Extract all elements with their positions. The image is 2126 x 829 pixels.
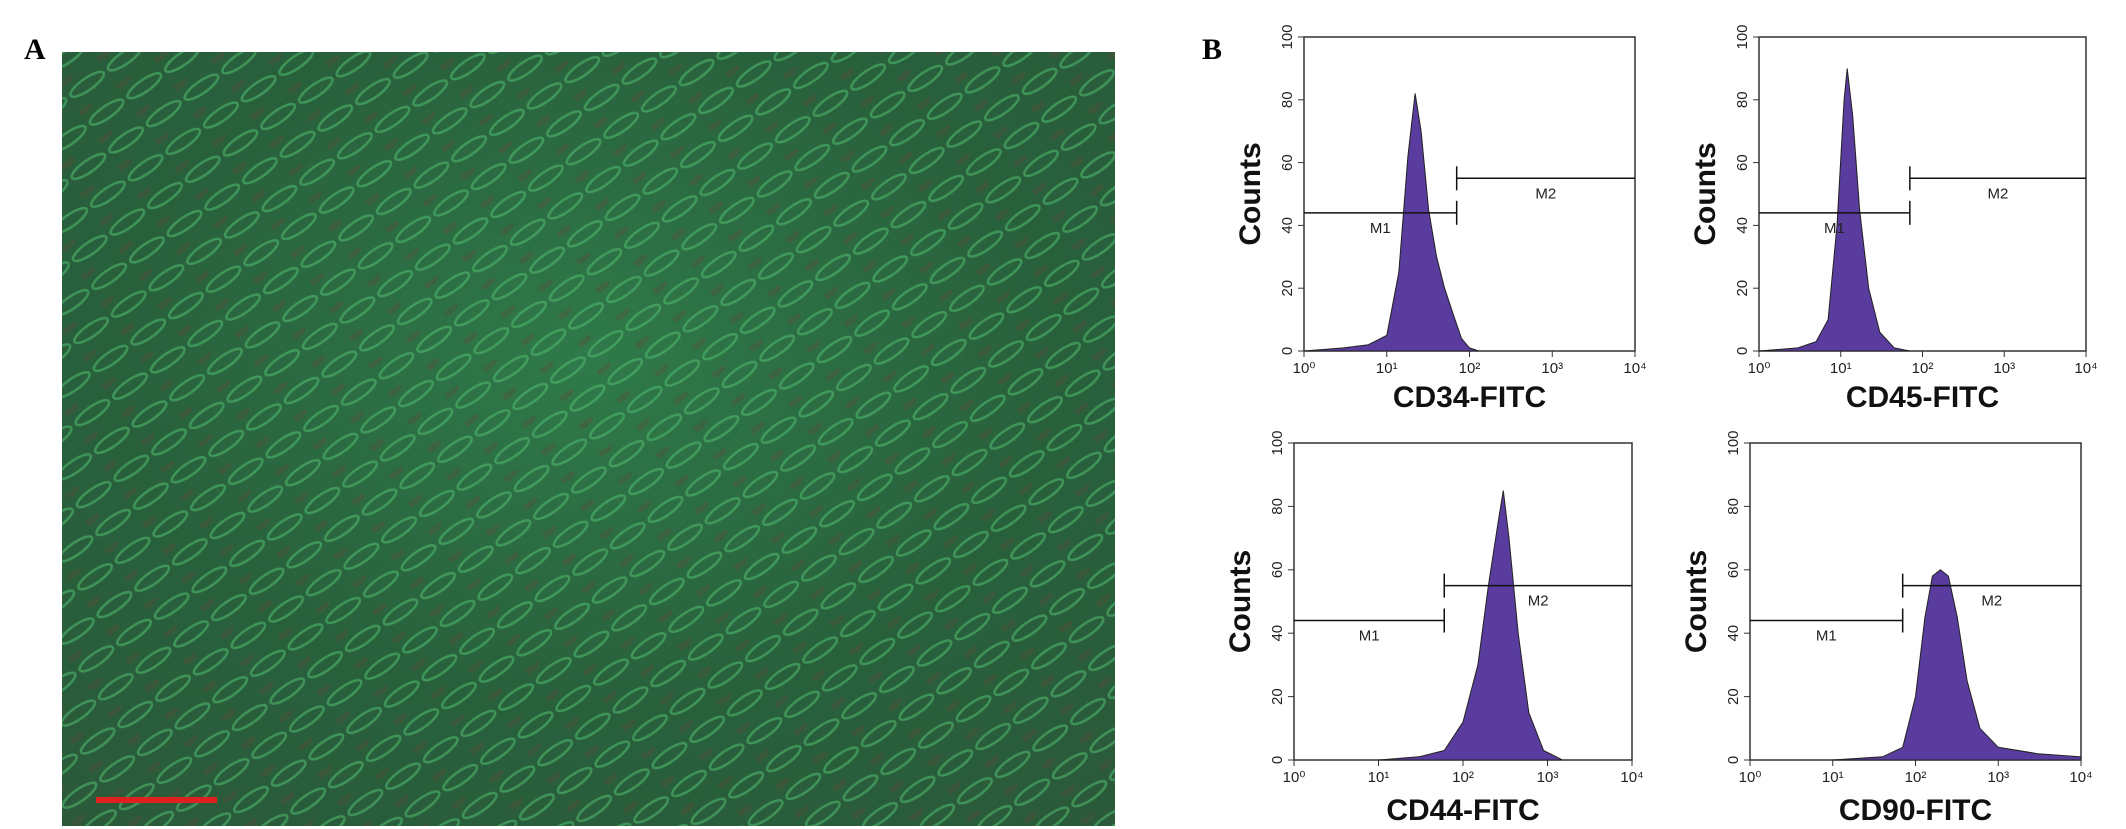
y-axis-label: Counts xyxy=(1234,142,1267,245)
x-tick-label: 10³ xyxy=(1987,769,2009,786)
y-tick-label: 60 xyxy=(1725,561,1742,578)
panel-label: B xyxy=(1202,33,1222,66)
gate-label: M2 xyxy=(1987,185,2008,202)
gate-label: M2 xyxy=(1981,593,2002,610)
x-tick-label: 10⁴ xyxy=(1620,769,1643,786)
micrograph xyxy=(62,52,1115,826)
y-tick-label: 60 xyxy=(1279,154,1296,171)
x-tick-label: 10² xyxy=(1459,360,1481,377)
y-tick-label: 40 xyxy=(1725,625,1742,642)
plot-frame xyxy=(1758,36,2087,352)
y-axis-label: Counts xyxy=(1680,550,1713,653)
gate-label: M1 xyxy=(1370,220,1391,237)
gate-label: M1 xyxy=(1824,220,1845,237)
x-tick-label: 10¹ xyxy=(1376,360,1398,377)
gate-label: M1 xyxy=(1359,627,1380,644)
y-tick-label: 80 xyxy=(1734,91,1751,108)
y-tick-label: 20 xyxy=(1725,688,1742,705)
y-tick-label: 100 xyxy=(1734,24,1751,49)
y-tick-label: 100 xyxy=(1725,430,1742,455)
histogram: 0 20 40 60 80 100 10⁰ 10¹ 10² 10³ 10⁴ M1 M2 CD34-FITC… xyxy=(1234,24,1647,413)
x-tick-label: 10³ xyxy=(1537,769,1559,786)
x-axis-label: CD34-FITC xyxy=(1393,381,1546,414)
x-tick-label: 10⁴ xyxy=(2074,360,2097,377)
y-tick-label: 40 xyxy=(1279,217,1296,234)
histogram-area xyxy=(1303,93,1480,352)
panel-label: A xyxy=(24,33,46,66)
y-tick-label: 80 xyxy=(1725,498,1742,515)
x-tick-label: 10¹ xyxy=(1368,769,1390,786)
plot-frame xyxy=(1293,442,1633,761)
x-axis-label: CD44-FITC xyxy=(1386,794,1539,827)
x-tick-label: 10⁰ xyxy=(1283,769,1306,786)
x-tick-label: 10³ xyxy=(1993,360,2015,377)
y-tick-label: 0 xyxy=(1725,756,1742,764)
y-tick-label: 0 xyxy=(1269,756,1286,764)
y-axis-label: Counts xyxy=(1689,142,1722,245)
plot-frame xyxy=(1303,36,1636,352)
histogram: 0 20 40 60 80 100 10⁰ 10¹ 10² 10³ 10⁴ M1 M2 CD44-FITC… xyxy=(1224,430,1644,826)
x-axis-label: CD90-FITC xyxy=(1839,794,1992,827)
gate-label: M2 xyxy=(1535,185,1556,202)
y-tick-label: 40 xyxy=(1734,217,1751,234)
y-tick-label: 20 xyxy=(1279,280,1296,297)
y-axis-label: Counts xyxy=(1224,550,1257,653)
y-tick-label: 0 xyxy=(1279,347,1296,355)
x-tick-label: 10¹ xyxy=(1822,769,1844,786)
x-tick-label: 10² xyxy=(1905,769,1927,786)
histogram-area xyxy=(1378,490,1563,761)
x-tick-label: 10⁰ xyxy=(1293,360,1316,377)
y-tick-label: 40 xyxy=(1269,625,1286,642)
x-tick-label: 10¹ xyxy=(1830,360,1852,377)
y-tick-label: 80 xyxy=(1279,91,1296,108)
y-tick-label: 60 xyxy=(1269,561,1286,578)
x-tick-label: 10⁴ xyxy=(1623,360,1646,377)
histogram-area xyxy=(1758,68,1910,352)
x-tick-label: 10⁰ xyxy=(1739,769,1762,786)
gate-label: M1 xyxy=(1816,627,1837,644)
y-tick-label: 100 xyxy=(1279,24,1296,49)
histograms: 0 20 40 60 80 100 10⁰ 10¹ 10² 10³ 10⁴ M1 M2 CD34-FITC… xyxy=(1224,24,2098,826)
y-tick-label: 20 xyxy=(1269,688,1286,705)
y-tick-label: 20 xyxy=(1734,280,1751,297)
y-tick-label: 60 xyxy=(1734,154,1751,171)
histogram: 0 20 40 60 80 100 10⁰ 10¹ 10² 10³ 10⁴ M1 M2 CD90-FITC… xyxy=(1680,430,2093,826)
x-tick-label: 10⁰ xyxy=(1748,360,1771,377)
x-tick-label: 10² xyxy=(1452,769,1474,786)
y-tick-label: 100 xyxy=(1269,430,1286,455)
histogram-area xyxy=(1832,569,2082,761)
y-tick-label: 80 xyxy=(1269,498,1286,515)
y-tick-label: 0 xyxy=(1734,347,1751,355)
histogram: 0 20 40 60 80 100 10⁰ 10¹ 10² 10³ 10⁴ M1 M2 CD45-FITC… xyxy=(1689,24,2098,413)
x-tick-label: 10³ xyxy=(1541,360,1563,377)
x-tick-label: 10⁴ xyxy=(2069,769,2092,786)
x-tick-label: 10² xyxy=(1912,360,1934,377)
gate-label: M2 xyxy=(1528,593,1549,610)
x-axis-label: CD45-FITC xyxy=(1846,381,1999,414)
